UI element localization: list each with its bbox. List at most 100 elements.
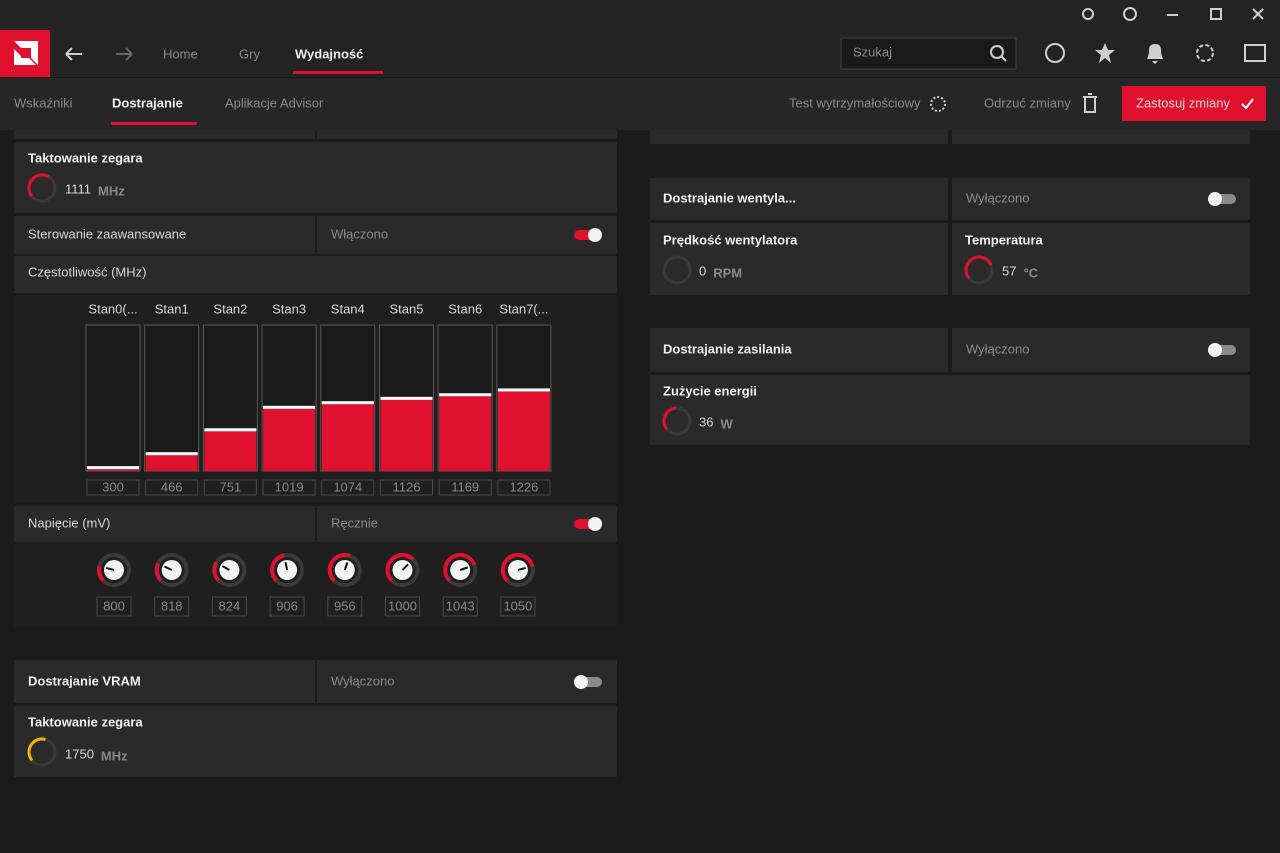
metric-value: 36 [699, 414, 713, 429]
state-label: Stan7(... [499, 301, 548, 316]
gauge-track [662, 255, 692, 285]
bar-cap [321, 401, 374, 405]
nav-item[interactable]: Home [163, 46, 198, 61]
apply-check [1241, 98, 1254, 110]
knob-arc [327, 553, 362, 587]
state-label: Stan4 [331, 301, 365, 316]
tab[interactable]: Dostrajanie [112, 95, 183, 110]
stress-test-icon[interactable] [930, 96, 946, 112]
bar-cap [145, 452, 198, 456]
help-icon[interactable] [1123, 7, 1137, 21]
apply-button[interactable] [1122, 86, 1266, 121]
value-label: 1000 [388, 598, 417, 613]
amd-logo[interactable] [0, 30, 50, 77]
row-cell [317, 660, 617, 703]
state-label: Stan5 [390, 301, 424, 316]
gpu-clock-panel [14, 142, 617, 213]
value-label: 1074 [333, 479, 362, 494]
value-box [96, 596, 132, 617]
value-label: 906 [276, 598, 298, 613]
bar-cap [204, 428, 257, 432]
value-box [203, 479, 257, 496]
panel-partial [952, 130, 1250, 144]
metric-unit: MHz [98, 183, 125, 198]
tab[interactable]: Wskaźniki [14, 95, 73, 110]
apply-label: Zastosuj zmiany [1136, 95, 1230, 110]
gauge-arc [27, 173, 57, 203]
row-cell [952, 328, 1250, 372]
value-box [385, 596, 420, 617]
metric-value: 1111 [65, 181, 91, 196]
value-label: 1126 [393, 479, 421, 494]
toggle-knob[interactable] [1208, 343, 1222, 357]
maximize-button[interactable] [1210, 8, 1222, 20]
close-button[interactable] [1252, 8, 1264, 20]
value-box [145, 479, 199, 496]
row-cell [317, 216, 617, 254]
toggle-knob[interactable] [588, 228, 602, 242]
search-box[interactable] [840, 37, 1017, 70]
panel-partial [650, 130, 948, 144]
row-cell [14, 506, 315, 542]
gauge-arc [662, 406, 692, 436]
state-label: Stan2 [213, 301, 247, 316]
row-label: Częstotliwość (MHz) [28, 264, 146, 279]
toggle-knob[interactable] [1208, 192, 1222, 206]
nav-item[interactable]: Wydajność [295, 46, 363, 61]
metric-label: Prędkość wentylatora [663, 232, 798, 247]
nav-item[interactable]: Gry [239, 46, 260, 61]
slider-frame[interactable] [144, 324, 200, 472]
knob-pointer [106, 566, 115, 571]
knob-pointer [221, 565, 230, 571]
vram-clock-panel [14, 706, 617, 777]
metric-cell [650, 375, 1250, 445]
bar-cap [380, 396, 433, 400]
slider-frame[interactable] [85, 324, 141, 472]
search-icon [1000, 55, 1007, 62]
frequency-bar [263, 407, 316, 471]
knob-arc [270, 553, 305, 587]
globe-icon[interactable] [1045, 43, 1065, 63]
notifications-icon[interactable] [1147, 44, 1163, 64]
frequency-bar [87, 467, 139, 471]
bar-cap [87, 466, 139, 470]
value-label: 818 [161, 598, 183, 613]
tab-bar [0, 78, 1280, 130]
knob-pointer [459, 566, 469, 571]
bar-cap [439, 393, 492, 397]
frequency-bar [145, 453, 198, 471]
metric-label: Zużycie energii [663, 383, 757, 398]
metric-value: 1750 [65, 746, 94, 761]
bug-icon[interactable] [1082, 8, 1094, 20]
metric-unit: °C [1023, 265, 1038, 280]
back-button[interactable] [65, 47, 82, 61]
row-label: Napięcie (mV) [28, 515, 110, 530]
toggle-knob[interactable] [588, 517, 602, 531]
discard-icon[interactable] [1083, 93, 1097, 113]
metric-cell [952, 223, 1250, 295]
row-cell [650, 178, 948, 220]
row-state: Wyłączono [331, 673, 394, 688]
logo-glyph [14, 41, 38, 65]
knob-pointer [284, 561, 289, 571]
row-cell [14, 660, 315, 703]
tab[interactable]: Aplikacje Advisor [225, 95, 324, 110]
knob-arc [443, 553, 478, 587]
row-cell [14, 216, 315, 254]
value-box [269, 596, 305, 617]
knob-arc [385, 553, 420, 587]
section-title: Dostrajanie wentyla... [663, 190, 796, 205]
value-label: 466 [161, 479, 183, 494]
frequency-bar [204, 429, 257, 471]
forward-button[interactable] [116, 47, 133, 61]
state-label: Stan1 [155, 301, 189, 316]
row-cell [317, 506, 617, 542]
favorites-icon[interactable] [1095, 43, 1115, 63]
sidebar-icon[interactable] [1244, 44, 1266, 62]
state-label: Stan6 [448, 301, 482, 316]
toggle-knob[interactable] [574, 675, 588, 689]
bar-cap [497, 388, 550, 392]
settings-icon[interactable] [1196, 44, 1214, 62]
gauge-arc [27, 737, 57, 767]
row-cell [952, 178, 1250, 220]
